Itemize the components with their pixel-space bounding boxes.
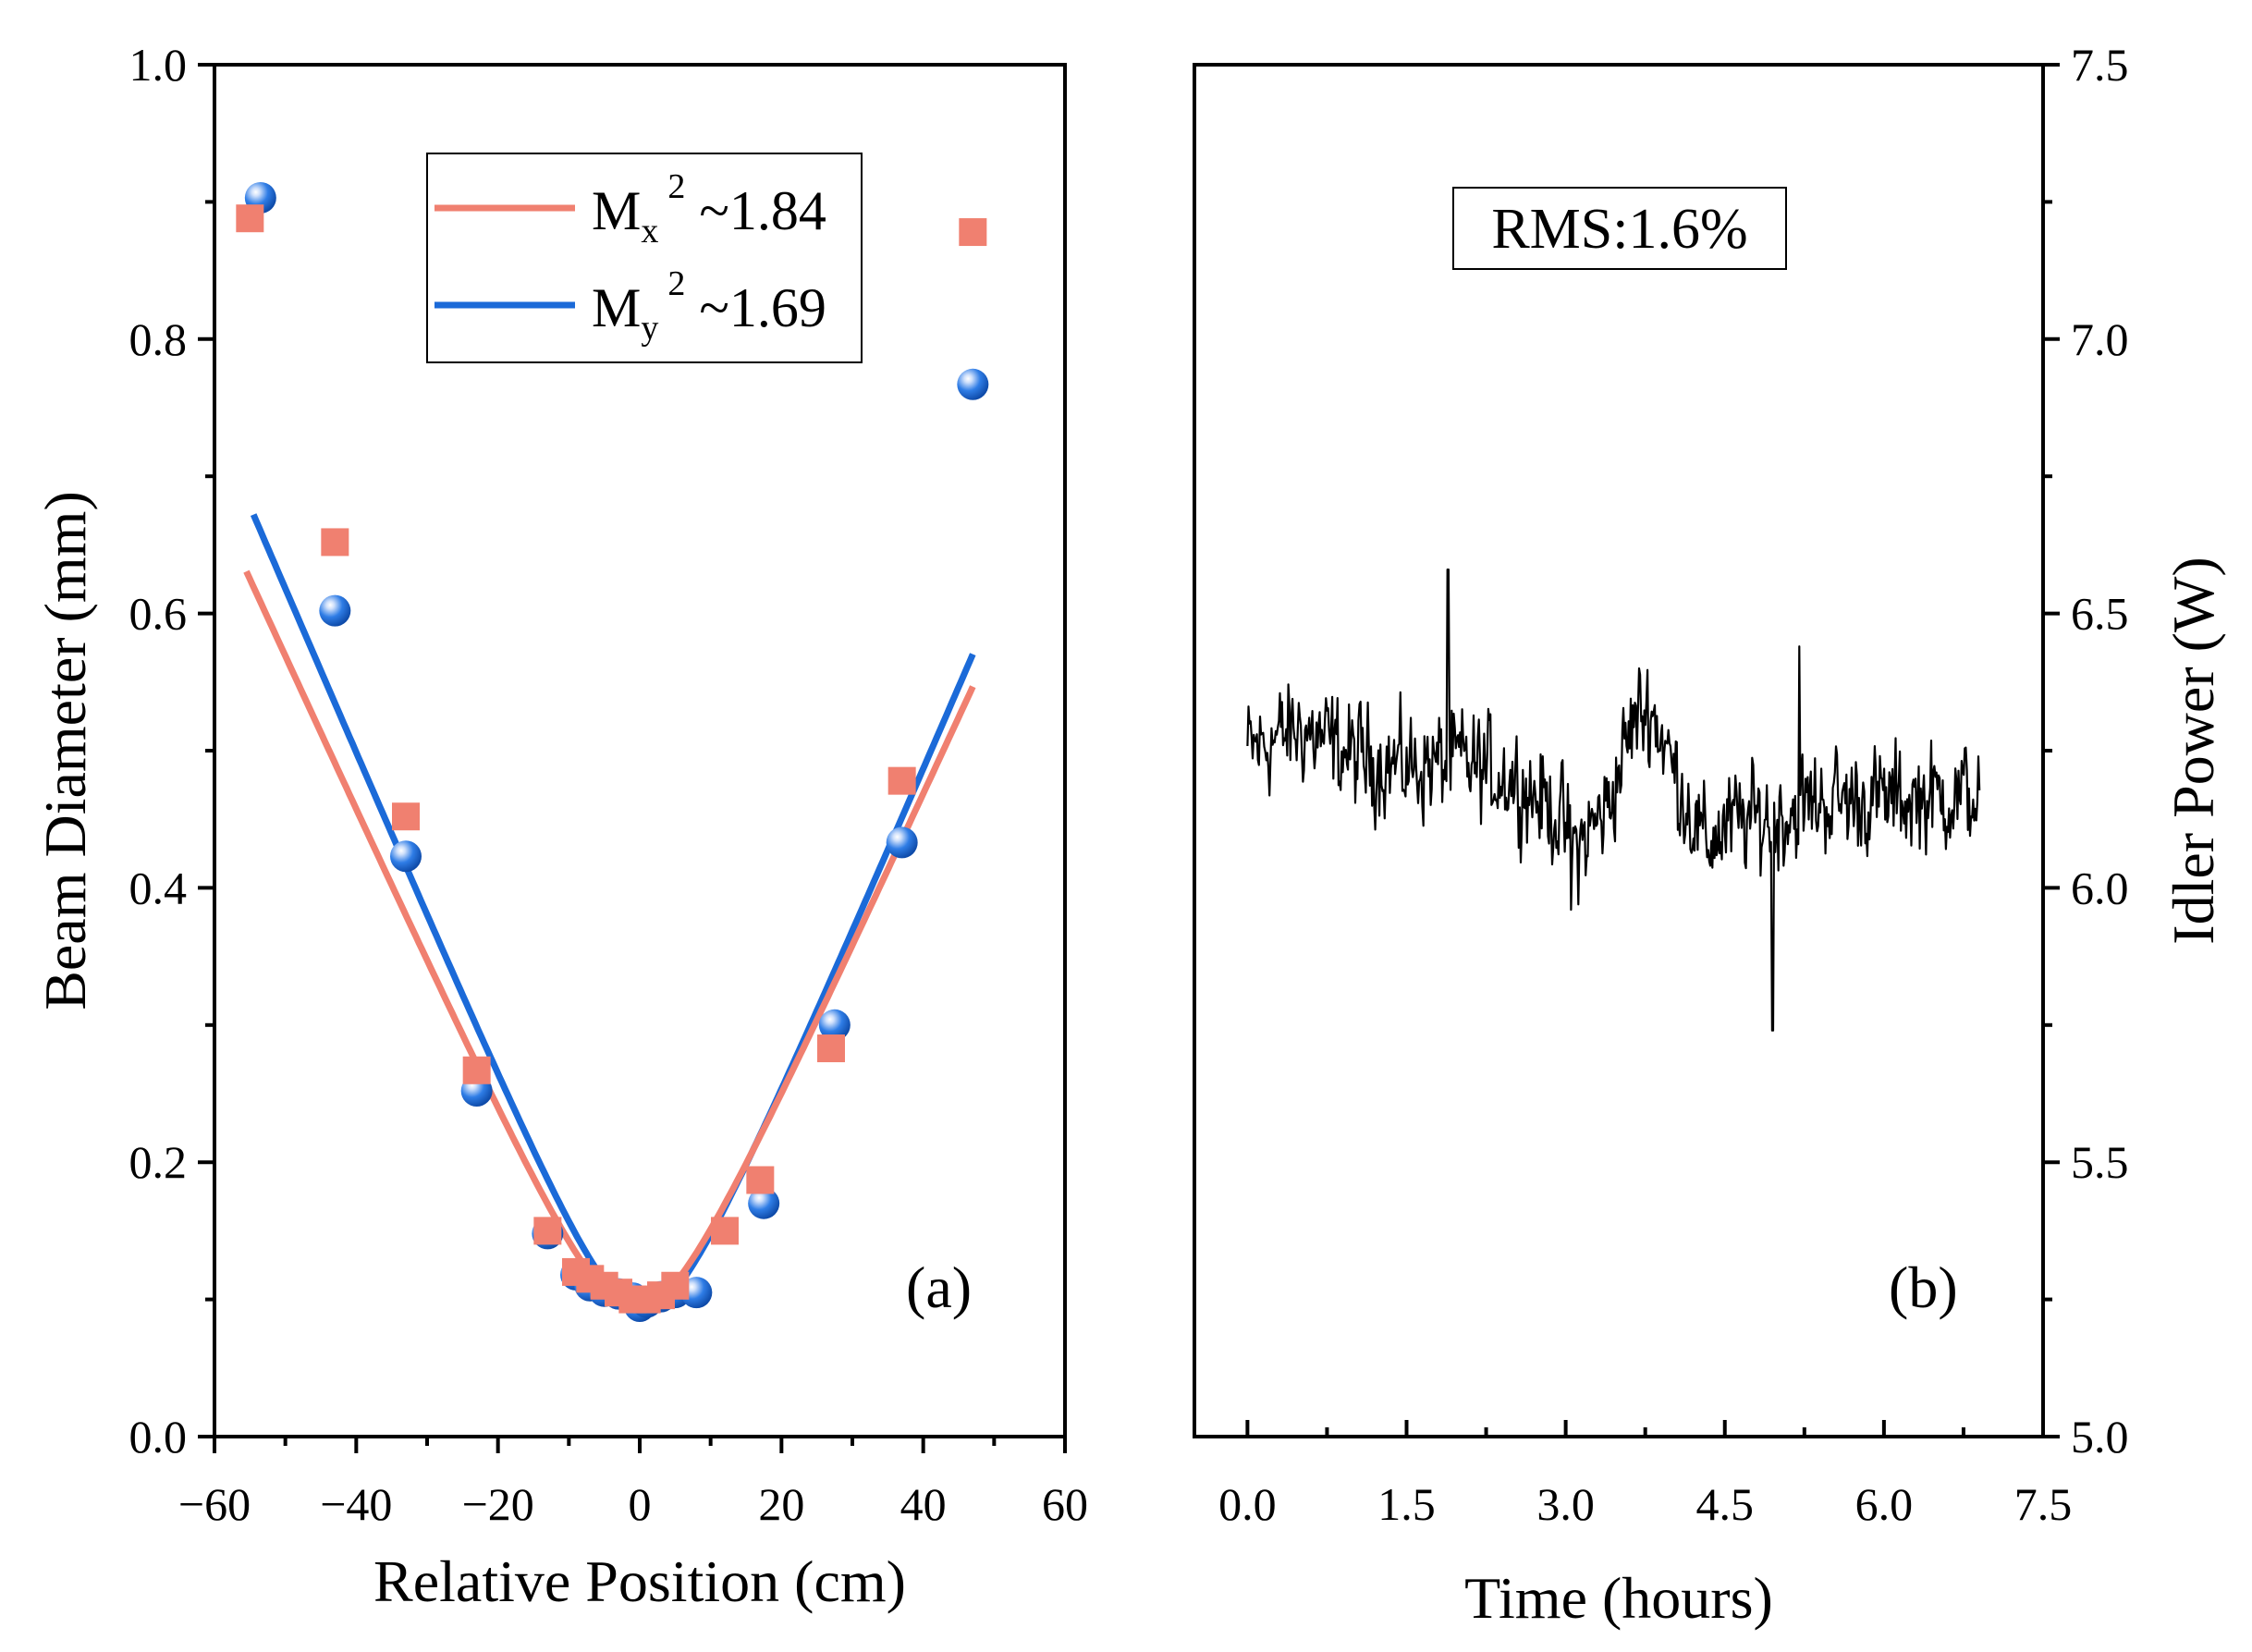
b-x-tick-label: 0.0 bbox=[1218, 1478, 1277, 1530]
mx-data-point bbox=[817, 1034, 845, 1063]
panel-a-y-axis-title: Beam Diameter (mm) bbox=[32, 491, 98, 1010]
panel-b: 0.0 1.5 3.0 4.5 6.0 7.5 5.0 5.5 6.0 6.5 7.0 7.5 Ti… bbox=[1193, 39, 2226, 1631]
legend-mx-sup: 2 bbox=[667, 167, 685, 206]
legend-my-main: M bbox=[592, 277, 641, 338]
fit-curve-mx bbox=[243, 569, 976, 1313]
idler-power-trace bbox=[1246, 568, 1981, 1032]
panel-b-frame bbox=[1193, 63, 2045, 1438]
b-x-tick-label: 7.5 bbox=[2014, 1478, 2073, 1530]
b-y-tick-label: 7.0 bbox=[2071, 313, 2129, 365]
mx-data-point bbox=[746, 1166, 775, 1194]
panel-b-x-ticks: 0.0 1.5 3.0 4.5 6.0 7.5 bbox=[1218, 1420, 2072, 1530]
a-x-tick-label: 60 bbox=[1042, 1478, 1088, 1530]
panel-a-markers bbox=[236, 181, 989, 1323]
mx-data-point bbox=[533, 1217, 562, 1245]
b-x-tick-label: 4.5 bbox=[1696, 1478, 1755, 1530]
my-data-point bbox=[818, 1009, 851, 1041]
b-x-tick-label: 6.0 bbox=[1855, 1478, 1914, 1530]
legend-mx-value: ~1.84 bbox=[685, 180, 826, 241]
b-y-tick-label: 7.5 bbox=[2071, 39, 2129, 91]
a-y-tick-label: 0.8 bbox=[129, 313, 188, 365]
panel-a-y-ticks: 0.0 0.2 0.4 0.6 0.8 1.0 bbox=[129, 39, 214, 1462]
legend-mx-main: M bbox=[592, 180, 641, 241]
a-x-tick-label: −40 bbox=[320, 1478, 392, 1530]
b-y-tick-label: 5.5 bbox=[2071, 1136, 2129, 1188]
mx-data-point bbox=[661, 1271, 690, 1300]
mx-data-point bbox=[462, 1056, 491, 1084]
a-x-tick-label: −60 bbox=[178, 1478, 251, 1530]
mx-data-point bbox=[321, 528, 349, 557]
rms-annotation: RMS:1.6% bbox=[1452, 187, 1787, 270]
mx-data-point bbox=[392, 802, 420, 831]
panel-b-y-axis-title: Idler Power (W) bbox=[2160, 557, 2226, 944]
panel-b-plot bbox=[1246, 568, 1981, 1032]
legend-mx-sub: x bbox=[641, 212, 658, 251]
my-data-point bbox=[319, 594, 351, 627]
panel-a-x-axis-title: Relative Position (cm) bbox=[373, 1548, 906, 1614]
my-data-point bbox=[957, 368, 989, 400]
b-y-tick-label: 6.5 bbox=[2071, 588, 2129, 640]
panel-b-x-axis-title: Time (hours) bbox=[1464, 1565, 1773, 1631]
mx-data-point bbox=[887, 766, 916, 795]
panel-a-fit-curves bbox=[243, 513, 976, 1315]
my-data-point bbox=[886, 826, 918, 859]
a-x-tick-label: 20 bbox=[758, 1478, 804, 1530]
a-y-tick-label: 1.0 bbox=[129, 39, 188, 91]
my-data-point bbox=[390, 840, 422, 873]
rms-annotation-box bbox=[1452, 187, 1787, 270]
panel-a-label: (a) bbox=[906, 1254, 972, 1320]
b-x-tick-label: 3.0 bbox=[1536, 1478, 1595, 1530]
my-data-point bbox=[748, 1187, 780, 1219]
legend: Mx2 ~1.84 My2 ~1.69 bbox=[426, 153, 863, 363]
b-y-tick-label: 6.0 bbox=[2071, 862, 2129, 913]
mx-data-point bbox=[959, 218, 987, 247]
mx-data-point bbox=[236, 204, 264, 233]
legend-box bbox=[426, 153, 863, 363]
b-x-tick-label: 1.5 bbox=[1377, 1478, 1436, 1530]
svg-text:Mx2 ~1.84: Mx2 ~1.84 bbox=[592, 167, 826, 251]
a-y-tick-label: 0.0 bbox=[129, 1411, 188, 1462]
legend-my-value: ~1.69 bbox=[685, 277, 826, 338]
a-y-tick-label: 0.2 bbox=[129, 1136, 188, 1188]
svg-text:My2 ~1.69: My2 ~1.69 bbox=[592, 264, 826, 348]
a-y-tick-label: 0.4 bbox=[129, 862, 188, 913]
rms-annotation-text: RMS:1.6% bbox=[1491, 198, 1747, 261]
mx-data-point bbox=[711, 1217, 739, 1245]
panel-a-plot bbox=[236, 181, 989, 1323]
b-y-tick-label: 5.0 bbox=[2071, 1411, 2129, 1462]
panel-b-y-ticks: 5.0 5.5 6.0 6.5 7.0 7.5 bbox=[2043, 39, 2129, 1462]
legend-my-sup: 2 bbox=[667, 264, 685, 303]
panel-b-label: (b) bbox=[1889, 1254, 1958, 1320]
legend-entry-my: My2 ~1.69 bbox=[434, 264, 826, 348]
legend-entry-mx: Mx2 ~1.84 bbox=[434, 167, 826, 251]
a-x-tick-label: 0 bbox=[629, 1478, 652, 1530]
legend-my-sub: y bbox=[641, 309, 658, 348]
panel-a-x-ticks: −60 −40 −20 0 20 40 60 bbox=[178, 1437, 1088, 1530]
panel-a: −60 −40 −20 0 20 40 60 0.0 0.2 0.4 0.6 0.8 1.0 Rela… bbox=[32, 39, 1088, 1614]
a-x-tick-label: −20 bbox=[462, 1478, 534, 1530]
a-x-tick-label: 40 bbox=[900, 1478, 947, 1530]
a-y-tick-label: 0.6 bbox=[129, 588, 188, 640]
